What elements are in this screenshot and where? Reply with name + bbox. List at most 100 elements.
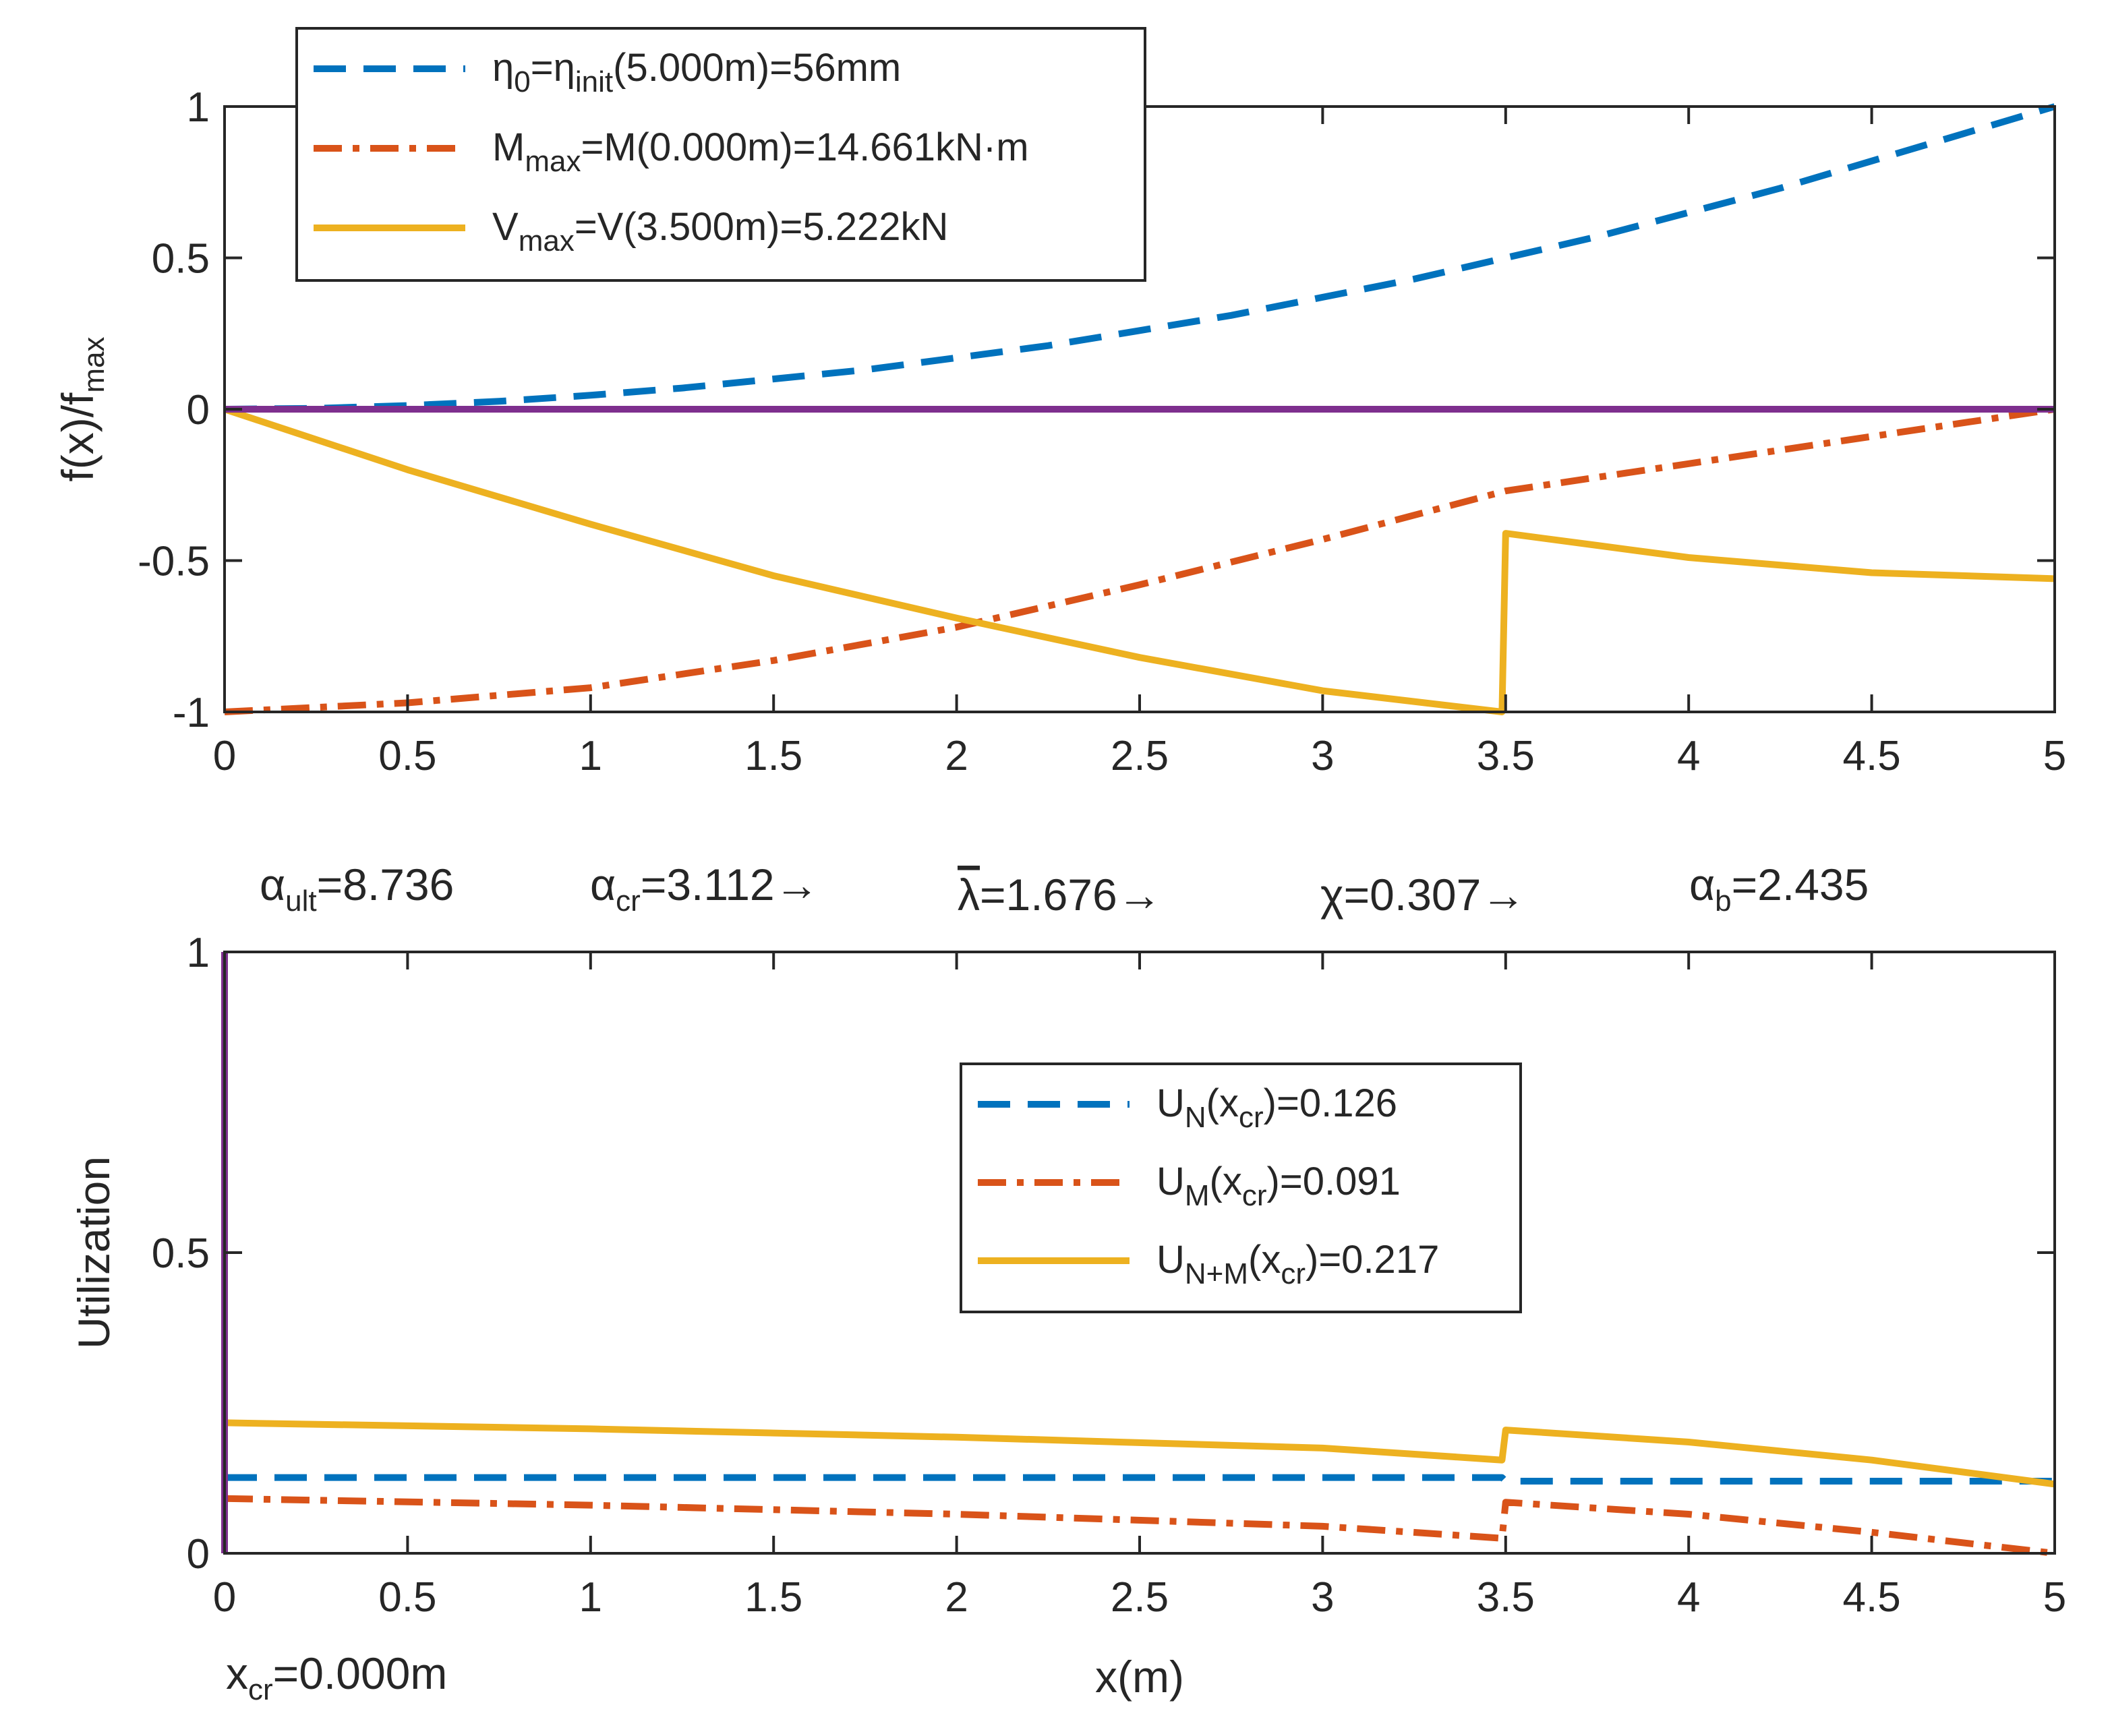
top-y-axis-label: f(x)/fmax <box>53 336 111 481</box>
text-run: x <box>226 1648 248 1698</box>
text-run: 0 <box>514 65 530 98</box>
text-run: =V(3.500m)=5.222kN <box>575 205 949 249</box>
text-run: χ=0.307→ <box>1320 870 1525 920</box>
text-run: =2.435 <box>1732 860 1869 909</box>
text-run: (x <box>1248 1238 1281 1282</box>
text-run: cr <box>616 885 641 918</box>
top-legend: η0=ηinit(5.000m)=56mmMmax=M(0.000m)=14.6… <box>295 27 1146 282</box>
text-run: =η <box>531 46 575 90</box>
bottom-tick-group: 0 0.5 1 1.5 2 2.5 3 3.5 4 4.5 5 0 0.5 1 <box>152 930 2066 1621</box>
x-tick-label: 5 <box>2043 1574 2066 1621</box>
text-run: U <box>1156 1160 1185 1203</box>
y-tick-label: 0.5 <box>152 236 210 282</box>
y-tick-label: -0.5 <box>138 539 210 585</box>
x-tick-label: 1.5 <box>744 1574 802 1621</box>
text-run: N+M <box>1185 1257 1248 1290</box>
x-tick-label: 0 <box>213 1574 236 1621</box>
x-tick-label: 2.5 <box>1111 1574 1169 1621</box>
legend-label-V: Vmax=V(3.500m)=5.222kN <box>492 205 948 258</box>
text-run: U <box>1156 1238 1185 1282</box>
text-run: )=0.126 <box>1264 1081 1397 1125</box>
text-run: α <box>590 860 616 909</box>
text-run: (x <box>1206 1081 1239 1125</box>
x-tick-label: 3 <box>1311 1574 1334 1621</box>
text-run: =M(0.000m)=14.661kN·m <box>581 125 1028 169</box>
x-tick-label: 0 <box>213 733 236 779</box>
y-tick-label: 1 <box>187 84 210 131</box>
series-line-M <box>224 406 2055 715</box>
y-tick-label: 0 <box>187 387 210 433</box>
y-tick-label: -1 <box>173 690 210 736</box>
text-run: =3.112→ <box>641 860 819 909</box>
annotation-row: αult=8.736 αcr=3.112→ λ=1.676→ χ=0.307→ … <box>260 860 1869 920</box>
x-tick-label: 4.5 <box>1842 1574 1900 1621</box>
text-run: max <box>519 225 575 258</box>
bottom-y-axis-label: Utilization <box>69 1156 119 1349</box>
alpha-ult-annotation: αult=8.736 <box>260 860 454 918</box>
chi-annotation: χ=0.307→ <box>1320 870 1525 920</box>
text-run: =1.676→ <box>980 870 1162 920</box>
x-tick-label: 2.5 <box>1111 733 1169 779</box>
text-run: cr <box>1239 1101 1264 1134</box>
x-tick-label: 3 <box>1311 733 1334 779</box>
x-tick-label: 3.5 <box>1477 733 1535 779</box>
text-run: max <box>525 145 581 178</box>
y-tick-label: 1 <box>187 930 210 976</box>
x-tick-label: 1 <box>579 733 602 779</box>
legend-label-eta0: η0=ηinit(5.000m)=56mm <box>492 46 901 98</box>
legend-label-UN: UN(xcr)=0.126 <box>1156 1081 1397 1134</box>
x-tick-label: 0.5 <box>378 733 436 779</box>
text-run: U <box>1156 1081 1185 1125</box>
text-run: α <box>260 860 285 909</box>
text-run: cr <box>1242 1179 1267 1212</box>
top-series-group <box>223 103 2056 715</box>
text-run: )=0.091 <box>1267 1160 1401 1203</box>
x-tick-label: 0.5 <box>378 1574 436 1621</box>
text-run: cr <box>248 1673 273 1706</box>
text-run: cr <box>1281 1257 1306 1290</box>
alpha-b-annotation: αb=2.435 <box>1689 860 1869 918</box>
text-run: =8.736 <box>317 860 455 909</box>
series-line-eta0 <box>224 103 2056 413</box>
lambda-bar-annotation: λ=1.676→ <box>958 870 1162 920</box>
text-run: (x <box>1210 1160 1242 1203</box>
text-run: b <box>1715 885 1731 918</box>
top-axes: 0 0.5 1 1.5 2 2.5 3 3.5 4 4.5 5 -1 -0.5 0 0.5 1 f(x)/fm… <box>53 27 2066 779</box>
legend-label-UNM: UN+M(xcr)=0.217 <box>1156 1238 1439 1290</box>
text-run: λ <box>958 870 980 920</box>
text-run: V <box>492 205 519 249</box>
text-run: )=0.217 <box>1306 1238 1439 1282</box>
x-tick-label: 4 <box>1677 1574 1700 1621</box>
bottom-x-axis-label: x(m) <box>1095 1652 1184 1702</box>
x-tick-label: 3.5 <box>1477 1574 1535 1621</box>
bottom-legend: UN(xcr)=0.126UM(xcr)=0.091UN+M(xcr)=0.21… <box>960 1062 1522 1313</box>
series-line-UNM <box>224 1419 2055 1488</box>
text-run: init <box>575 65 613 98</box>
text-run: =0.000m <box>273 1648 448 1698</box>
series-line-V <box>223 406 2055 715</box>
legend-label-M: Mmax=M(0.000m)=14.661kN·m <box>492 125 1029 178</box>
text-run: N <box>1185 1101 1206 1134</box>
x-tick-label: 2 <box>945 733 968 779</box>
x-tick-label: 5 <box>2043 733 2066 779</box>
top-tick-group: 0 0.5 1 1.5 2 2.5 3 3.5 4 4.5 5 -1 -0.5 0 0.5 1 <box>138 84 2066 779</box>
series-line-UN <box>225 1474 2055 1485</box>
text-run: η <box>492 46 514 90</box>
text-run: M <box>1185 1179 1210 1212</box>
text-run: (5.000m)=56mm <box>613 46 901 90</box>
x-tick-label: 4 <box>1677 733 1700 779</box>
x-cr-annotation: xcr=0.000m <box>226 1648 447 1706</box>
text-run: α <box>1689 860 1715 909</box>
x-tick-label: 1 <box>579 1574 602 1621</box>
text-run: ult <box>285 885 316 918</box>
text-run: M <box>492 125 525 169</box>
y-tick-label: 0.5 <box>152 1230 210 1277</box>
bottom-axes: 0 0.5 1 1.5 2 2.5 3 3.5 4 4.5 5 0 0.5 1 Utilization x… <box>69 930 2066 1706</box>
x-tick-label: 1.5 <box>744 733 802 779</box>
x-tick-label: 4.5 <box>1842 733 1900 779</box>
y-tick-label: 0 <box>187 1531 210 1578</box>
legend-label-UM: UM(xcr)=0.091 <box>1156 1160 1401 1212</box>
alpha-cr-annotation: αcr=3.112→ <box>590 860 819 918</box>
x-tick-label: 2 <box>945 1574 968 1621</box>
